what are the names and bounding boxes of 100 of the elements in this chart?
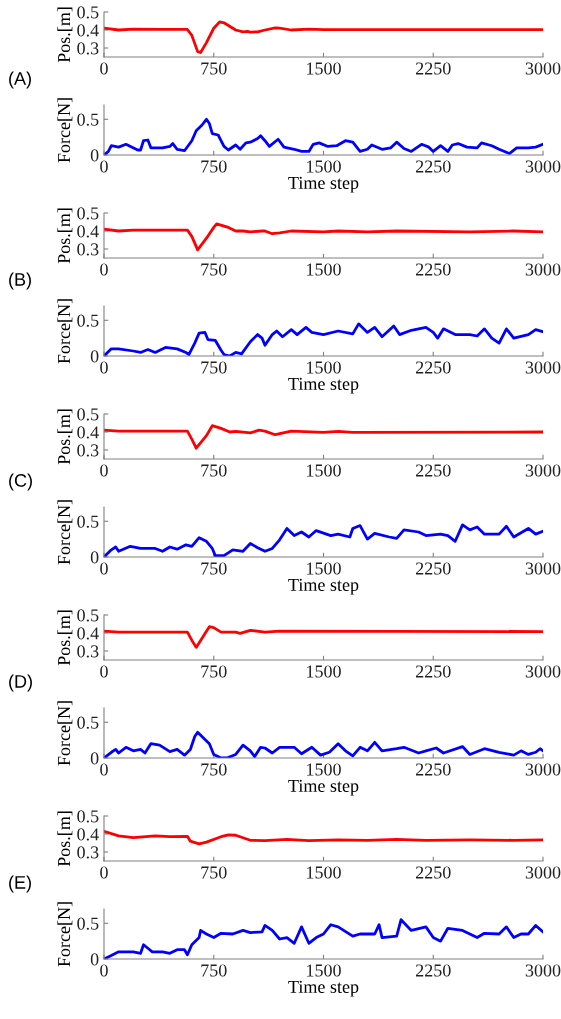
x-tick-label: 1500: [307, 263, 341, 276]
x-tick-label: 1500: [307, 562, 341, 575]
x-tick-label: 0: [100, 361, 108, 374]
y-tick-label: 0.3: [77, 846, 99, 859]
y-tick-label: 0.5: [77, 515, 99, 528]
x-tick-label: 750: [201, 562, 227, 575]
x-tick-label: 0: [100, 562, 108, 575]
text: (E): [9, 875, 31, 893]
x-tick-label: 2250: [415, 964, 451, 977]
y-tick-label: 0: [90, 551, 99, 564]
x-tick-label: 1500: [307, 361, 341, 374]
x-tick-label: 3000: [525, 160, 561, 173]
y-axis-title: Pos.[m]: [57, 811, 73, 867]
y-axis-title: Pos.[m]: [57, 409, 73, 465]
x-tick-label: 750: [201, 665, 227, 678]
y-tick-label: 0.4: [77, 225, 99, 238]
x-tick-label: 2250: [415, 562, 451, 575]
x-tick-label: 750: [201, 160, 227, 173]
x-tick-label: 3000: [525, 62, 561, 75]
text: (D): [9, 674, 32, 692]
x-axis-title: Time step: [288, 980, 359, 997]
y-tick-label: 0.5: [77, 314, 99, 327]
y-tick-label: 0.5: [77, 408, 99, 421]
y-tick-label: 0.4: [77, 627, 99, 640]
x-tick-label: 750: [201, 763, 227, 776]
y-tick-label: 0.4: [77, 426, 99, 439]
y-tick-label: 0.5: [77, 917, 99, 930]
x-tick-label: 1500: [307, 62, 341, 75]
y-tick-label: 0.5: [77, 113, 99, 126]
x-tick-label: 2250: [415, 263, 451, 276]
x-tick-label: 750: [201, 62, 227, 75]
x-tick-label: 2250: [415, 361, 451, 374]
y-tick-label: 0.5: [77, 207, 99, 220]
x-tick-label: 0: [100, 160, 108, 173]
x-axis-title: Time step: [288, 578, 359, 595]
line-series: [104, 829, 543, 846]
y-tick-label: 0.5: [77, 609, 99, 622]
x-tick-label: 3000: [525, 464, 561, 477]
y-axis-title: Force[N]: [57, 902, 73, 967]
x-tick-label: 2250: [415, 160, 451, 173]
x-tick-label: 1500: [307, 160, 341, 173]
x-tick-label: 0: [100, 62, 108, 75]
x-tick-label: 0: [100, 464, 108, 477]
y-tick-label: 0.5: [77, 810, 99, 823]
x-tick-label: 0: [100, 866, 108, 879]
y-tick-label: 0.3: [77, 444, 99, 457]
x-tick-label: 3000: [525, 263, 561, 276]
y-tick-label: 0: [90, 350, 99, 363]
x-axis-title: Time step: [288, 377, 359, 394]
x-tick-label: 3000: [525, 763, 561, 776]
y-tick-label: 0.4: [77, 24, 99, 37]
x-tick-label: 2250: [415, 763, 451, 776]
y-tick-label: 0: [90, 953, 99, 966]
x-tick-label: 1500: [307, 665, 341, 678]
y-axis-title: Pos.[m]: [57, 208, 73, 264]
line-series: [104, 20, 543, 54]
x-tick-label: 750: [201, 263, 227, 276]
x-tick-label: 1500: [307, 964, 341, 977]
x-tick-label: 0: [100, 763, 108, 776]
x-axis-title: Time step: [288, 176, 359, 193]
y-tick-label: 0.5: [77, 716, 99, 729]
x-tick-label: 750: [201, 464, 227, 477]
y-axis-title: Force[N]: [57, 299, 73, 364]
y-tick-label: 0.3: [77, 42, 99, 55]
x-tick-label: 3000: [525, 665, 561, 678]
x-tick-label: 3000: [525, 562, 561, 575]
y-tick-label: 0: [90, 752, 99, 765]
y-axis-title: Pos.[m]: [57, 7, 73, 63]
x-tick-label: 2250: [415, 866, 451, 879]
x-tick-label: 3000: [525, 964, 561, 977]
y-tick-label: 0.3: [77, 645, 99, 658]
x-tick-label: 2250: [415, 665, 451, 678]
x-tick-label: 0: [100, 964, 108, 977]
x-tick-label: 750: [201, 866, 227, 879]
text: (C): [9, 473, 32, 491]
y-axis-title: Force[N]: [57, 98, 73, 163]
x-tick-label: 0: [100, 665, 108, 678]
text: (B): [9, 272, 31, 290]
x-tick-label: 750: [201, 361, 227, 374]
text: (A): [9, 71, 31, 89]
y-axis-title: Pos.[m]: [57, 610, 73, 666]
x-axis-title: Time step: [288, 779, 359, 796]
x-tick-label: 3000: [525, 866, 561, 879]
x-tick-label: 3000: [525, 361, 561, 374]
y-axis-title: Force[N]: [57, 500, 73, 565]
line-series: [104, 424, 543, 450]
x-tick-label: 1500: [307, 866, 341, 879]
x-tick-label: 1500: [307, 464, 341, 477]
y-tick-label: 0: [90, 149, 99, 162]
y-axis-title: Force[N]: [57, 701, 73, 766]
x-tick-label: 2250: [415, 62, 451, 75]
x-tick-label: 0: [100, 263, 108, 276]
x-tick-label: 750: [201, 964, 227, 977]
y-tick-label: 0.3: [77, 243, 99, 256]
x-tick-label: 1500: [307, 763, 341, 776]
y-tick-label: 0.5: [77, 6, 99, 19]
x-tick-label: 2250: [415, 464, 451, 477]
y-tick-label: 0.4: [77, 828, 99, 841]
line-series: [104, 222, 543, 252]
line-series: [104, 625, 543, 649]
